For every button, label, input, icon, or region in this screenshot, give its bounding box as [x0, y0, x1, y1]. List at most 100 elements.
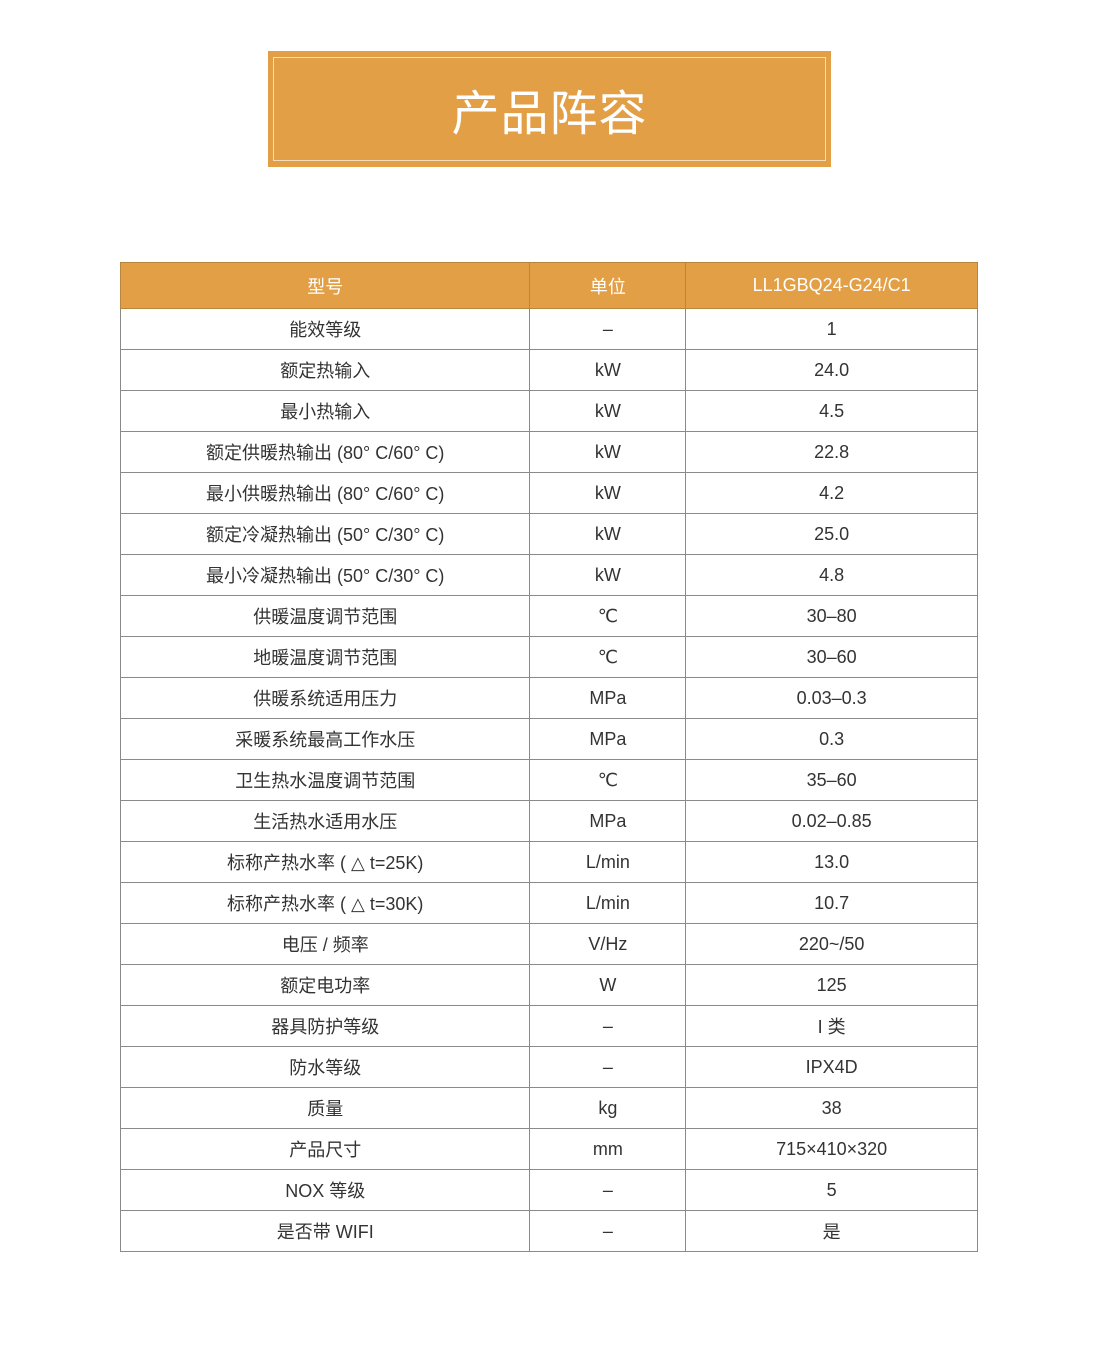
spec-name: 标称产热水率 ( △ t=30K) [119, 882, 531, 924]
spec-name: 采暖系统最高工作水压 [119, 718, 531, 760]
spec-name: 地暖温度调节范围 [119, 636, 531, 678]
spec-name: 生活热水适用水压 [119, 800, 531, 842]
spec-unit: V/Hz [529, 923, 687, 965]
spec-name: 电压 / 频率 [119, 923, 531, 965]
spec-value: 1 [685, 308, 978, 350]
spec-name: 质量 [119, 1087, 531, 1129]
spec-value: 5 [685, 1169, 978, 1211]
spec-name: 卫生热水温度调节范围 [119, 759, 531, 801]
spec-unit: – [529, 1169, 687, 1211]
page-title: 产品阵容 [451, 86, 648, 142]
spec-unit: W [529, 964, 687, 1006]
spec-value: 125 [685, 964, 978, 1006]
spec-name: 防水等级 [119, 1046, 531, 1088]
header-model-number: LL1GBQ24-G24/C1 [685, 262, 978, 309]
table-row: 卫生热水温度调节范围 ℃ 35–60 [119, 759, 978, 801]
spec-unit: – [529, 1005, 687, 1047]
spec-unit: – [529, 1210, 687, 1252]
spec-unit: – [529, 1046, 687, 1088]
table-row: 供暖系统适用压力 MPa 0.03–0.3 [119, 677, 978, 719]
spec-value: 30–80 [685, 595, 978, 637]
title-banner: 产品阵容 [268, 51, 831, 167]
spec-name: 额定供暖热输出 (80° C/60° C) [119, 431, 531, 473]
spec-name: 是否带 WIFI [119, 1210, 531, 1252]
table-row: 生活热水适用水压 MPa 0.02–0.85 [119, 800, 978, 842]
spec-unit: kW [529, 431, 687, 473]
spec-unit: – [529, 308, 687, 350]
table-row: 防水等级 – IPX4D [119, 1046, 978, 1088]
table-row: 采暖系统最高工作水压 MPa 0.3 [119, 718, 978, 760]
spec-unit: ℃ [529, 636, 687, 678]
spec-value: 13.0 [685, 841, 978, 883]
table-row: 供暖温度调节范围 ℃ 30–80 [119, 595, 978, 637]
spec-unit: ℃ [529, 759, 687, 801]
spec-unit: kW [529, 472, 687, 514]
spec-unit: kg [529, 1087, 687, 1129]
spec-value: 0.03–0.3 [685, 677, 978, 719]
table-row: NOX 等级 –5 [119, 1169, 978, 1211]
spec-value: 是 [685, 1210, 978, 1252]
spec-name: 器具防护等级 [119, 1005, 531, 1047]
spec-name: 能效等级 [119, 308, 531, 350]
spec-name: 供暖温度调节范围 [119, 595, 531, 637]
table-row: 最小冷凝热输出 (50° C/30° C) kW 4.8 [119, 554, 978, 596]
spec-unit: kW [529, 349, 687, 391]
spec-name: NOX 等级 [119, 1169, 531, 1211]
spec-unit: MPa [529, 718, 687, 760]
spec-unit: kW [529, 513, 687, 555]
table-row: 额定冷凝热输出 (50° C/30° C) kW 25.0 [119, 513, 978, 555]
spec-value: 38 [685, 1087, 978, 1129]
spec-value: 30–60 [685, 636, 978, 678]
spec-name: 最小热输入 [119, 390, 531, 432]
spec-name: 额定热输入 [119, 349, 531, 391]
table-row: 额定供暖热输出 (80° C/60° C) kW 22.8 [119, 431, 978, 473]
table-row: 额定电功率 W 125 [119, 964, 978, 1006]
spec-value: I 类 [685, 1005, 978, 1047]
banner-inner-border: 产品阵容 [273, 57, 826, 161]
spec-value: 4.8 [685, 554, 978, 596]
spec-name: 供暖系统适用压力 [119, 677, 531, 719]
spec-value: 22.8 [685, 431, 978, 473]
spec-value: 4.2 [685, 472, 978, 514]
header-model: 型号 [119, 262, 531, 309]
spec-name: 标称产热水率 ( △ t=25K) [119, 841, 531, 883]
spec-name: 额定电功率 [119, 964, 531, 1006]
spec-unit: L/min [529, 882, 687, 924]
spec-value: 10.7 [685, 882, 978, 924]
table-row: 标称产热水率 ( △ t=25K) L/min 13.0 [119, 841, 978, 883]
spec-value: 220~/50 [685, 923, 978, 965]
spec-name: 额定冷凝热输出 (50° C/30° C) [119, 513, 531, 555]
spec-name: 最小冷凝热输出 (50° C/30° C) [119, 554, 531, 596]
spec-value: 0.3 [685, 718, 978, 760]
spec-value: 25.0 [685, 513, 978, 555]
spec-unit: mm [529, 1128, 687, 1170]
spec-unit: MPa [529, 677, 687, 719]
spec-unit: kW [529, 390, 687, 432]
spec-value: 0.02–0.85 [685, 800, 978, 842]
spec-unit: ℃ [529, 595, 687, 637]
table-row: 最小热输入 kW 4.5 [119, 390, 978, 432]
table-row: 标称产热水率 ( △ t=30K) L/min 10.7 [119, 882, 978, 924]
table-row: 器具防护等级 – I 类 [119, 1005, 978, 1047]
table-row: 产品尺寸 mm 715×410×320 [119, 1128, 978, 1170]
table-row: 额定热输入 kW 24.0 [119, 349, 978, 391]
table-row: 最小供暖热输出 (80° C/60° C) kW 4.2 [119, 472, 978, 514]
spec-unit: L/min [529, 841, 687, 883]
table-row: 是否带 WIFI – 是 [119, 1210, 978, 1252]
table-row: 电压 / 频率 V/Hz 220~/50 [119, 923, 978, 965]
spec-value: IPX4D [685, 1046, 978, 1088]
spec-value: 24.0 [685, 349, 978, 391]
header-unit: 单位 [529, 262, 687, 309]
spec-value: 4.5 [685, 390, 978, 432]
spec-table: 型号 单位 LL1GBQ24-G24/C1 能效等级 –1 额定热输入 kW 24.0 最… [119, 262, 978, 1252]
spec-value: 35–60 [685, 759, 978, 801]
table-row: 质量 kg 38 [119, 1087, 978, 1129]
spec-name: 产品尺寸 [119, 1128, 531, 1170]
table-header-row: 型号 单位 LL1GBQ24-G24/C1 [119, 262, 978, 309]
spec-unit: kW [529, 554, 687, 596]
table-row: 地暖温度调节范围 ℃ 30–60 [119, 636, 978, 678]
spec-unit: MPa [529, 800, 687, 842]
spec-value: 715×410×320 [685, 1128, 978, 1170]
spec-name: 最小供暖热输出 (80° C/60° C) [119, 472, 531, 514]
table-row: 能效等级 –1 [119, 308, 978, 350]
